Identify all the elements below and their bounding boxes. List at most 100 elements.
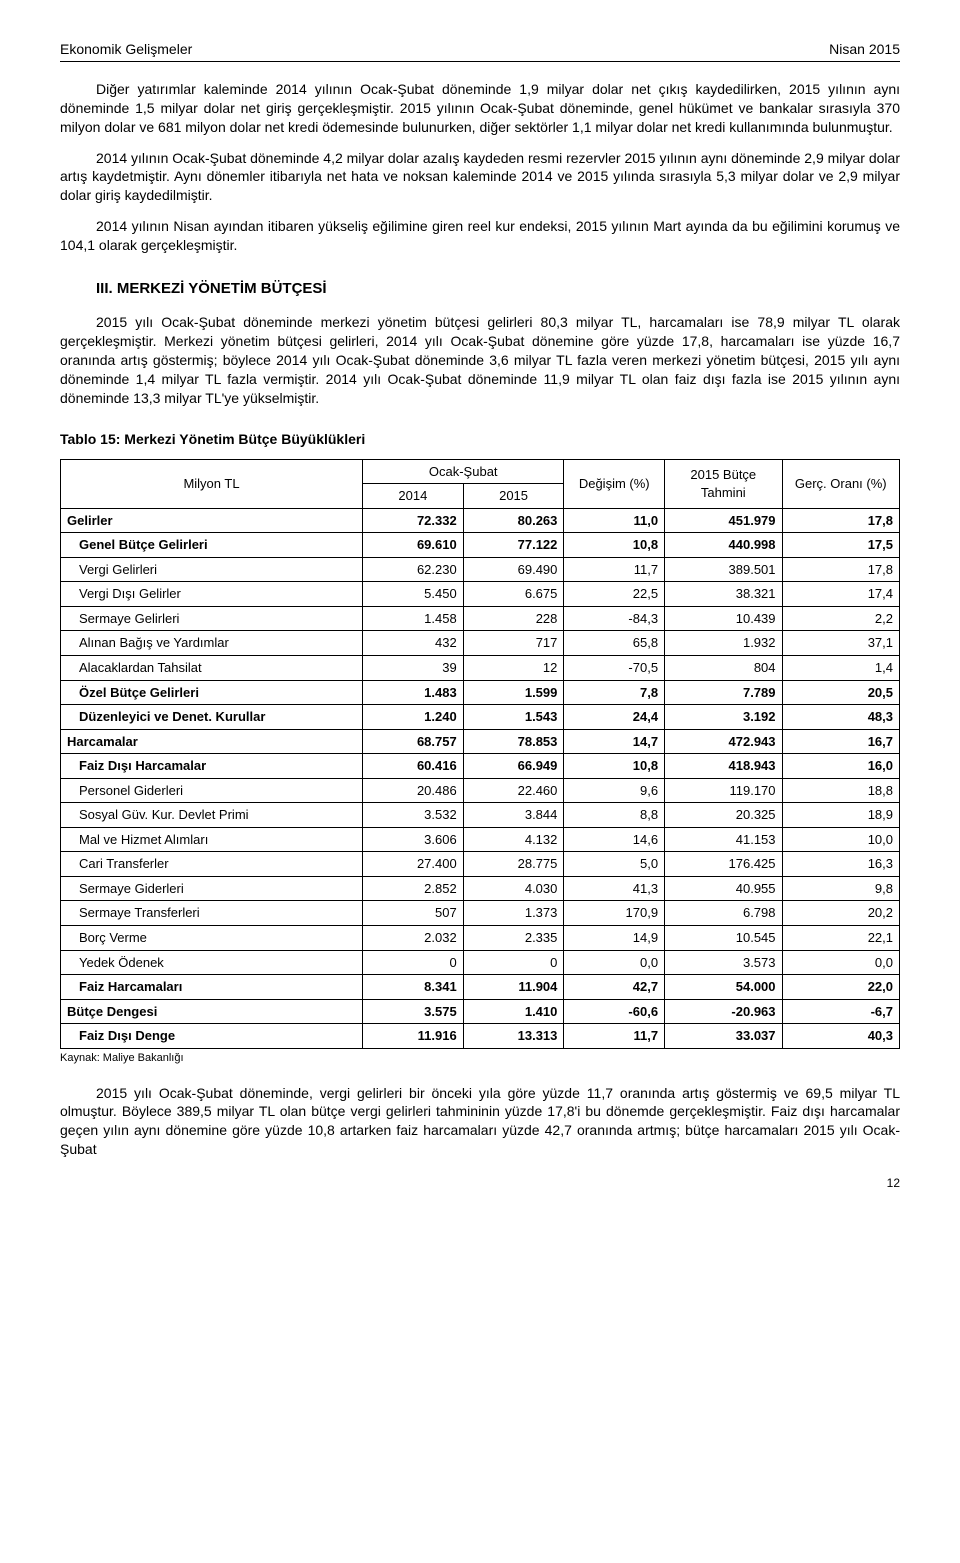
row-value: 3.575	[363, 999, 464, 1024]
table-title: Tablo 15: Merkezi Yönetim Bütçe Büyüklük…	[60, 430, 900, 449]
row-value: 0	[463, 950, 564, 975]
row-value: 14,7	[564, 729, 665, 754]
row-label: Sermaye Gelirleri	[61, 606, 363, 631]
row-value: 2.852	[363, 876, 464, 901]
row-label: Cari Transferler	[61, 852, 363, 877]
row-value: 24,4	[564, 705, 665, 730]
row-label: Faiz Dışı Denge	[61, 1024, 363, 1049]
row-value: 12	[463, 655, 564, 680]
row-value: 0	[363, 950, 464, 975]
row-value: 11.916	[363, 1024, 464, 1049]
row-value: 20,5	[782, 680, 899, 705]
row-value: 27.400	[363, 852, 464, 877]
header-right: Nisan 2015	[829, 40, 900, 59]
row-value: 10.439	[665, 606, 782, 631]
row-value: 2,2	[782, 606, 899, 631]
row-label: Genel Bütçe Gelirleri	[61, 533, 363, 558]
row-value: 22,0	[782, 975, 899, 1000]
row-value: 1.240	[363, 705, 464, 730]
table-row: Bütçe Dengesi3.5751.410-60,6-20.963-6,7	[61, 999, 900, 1024]
row-value: 54.000	[665, 975, 782, 1000]
row-label: Özel Bütçe Gelirleri	[61, 680, 363, 705]
row-value: 6.675	[463, 582, 564, 607]
row-value: 20.486	[363, 778, 464, 803]
row-label: Mal ve Hizmet Alımları	[61, 827, 363, 852]
row-value: 40.955	[665, 876, 782, 901]
table-row: Personel Giderleri20.48622.4609,6119.170…	[61, 778, 900, 803]
row-value: 5,0	[564, 852, 665, 877]
row-label: Alınan Bağış ve Yardımlar	[61, 631, 363, 656]
row-value: 20.325	[665, 803, 782, 828]
table-row: Gelirler72.33280.26311,0451.97917,8	[61, 508, 900, 533]
row-value: 77.122	[463, 533, 564, 558]
row-value: 389.501	[665, 557, 782, 582]
row-value: 1.543	[463, 705, 564, 730]
table-row: Faiz Dışı Harcamalar60.41666.94910,8418.…	[61, 754, 900, 779]
row-value: 7,8	[564, 680, 665, 705]
row-value: -70,5	[564, 655, 665, 680]
table-row: Borç Verme2.0322.33514,910.54522,1	[61, 926, 900, 951]
row-value: 1.458	[363, 606, 464, 631]
table-row: Düzenleyici ve Denet. Kurullar1.2401.543…	[61, 705, 900, 730]
row-value: 80.263	[463, 508, 564, 533]
row-label: Vergi Gelirleri	[61, 557, 363, 582]
row-value: 68.757	[363, 729, 464, 754]
row-value: 451.979	[665, 508, 782, 533]
row-value: 1,4	[782, 655, 899, 680]
row-label: Sermaye Giderleri	[61, 876, 363, 901]
row-value: 176.425	[665, 852, 782, 877]
row-value: 38.321	[665, 582, 782, 607]
row-value: 1.373	[463, 901, 564, 926]
row-value: 16,0	[782, 754, 899, 779]
row-value: 39	[363, 655, 464, 680]
row-value: 6.798	[665, 901, 782, 926]
row-value: 119.170	[665, 778, 782, 803]
row-value: 11.904	[463, 975, 564, 1000]
row-value: 4.030	[463, 876, 564, 901]
table-row: Harcamalar68.75778.85314,7472.94316,7	[61, 729, 900, 754]
table-row: Yedek Ödenek000,03.5730,0	[61, 950, 900, 975]
row-value: 33.037	[665, 1024, 782, 1049]
row-value: 17,8	[782, 508, 899, 533]
paragraph-5: 2015 yılı Ocak-Şubat döneminde, vergi ge…	[60, 1084, 900, 1160]
row-value: 9,8	[782, 876, 899, 901]
row-value: 7.789	[665, 680, 782, 705]
row-value: -84,3	[564, 606, 665, 631]
row-value: 4.132	[463, 827, 564, 852]
row-value: 1.599	[463, 680, 564, 705]
table-source: Kaynak: Maliye Bakanlığı	[60, 1051, 900, 1066]
row-value: 418.943	[665, 754, 782, 779]
row-value: 42,7	[564, 975, 665, 1000]
row-value: 1.410	[463, 999, 564, 1024]
row-value: 78.853	[463, 729, 564, 754]
header-left: Ekonomik Gelişmeler	[60, 40, 192, 59]
row-value: 20,2	[782, 901, 899, 926]
row-value: 0,0	[564, 950, 665, 975]
row-value: 69.490	[463, 557, 564, 582]
row-value: 40,3	[782, 1024, 899, 1049]
table-row: Sermaye Giderleri2.8524.03041,340.9559,8	[61, 876, 900, 901]
paragraph-1: Diğer yatırımlar kaleminde 2014 yılının …	[60, 80, 900, 137]
page-number: 12	[60, 1175, 900, 1191]
th-period: Ocak-Şubat	[363, 459, 564, 484]
table-row: Sermaye Transferleri5071.373170,96.79820…	[61, 901, 900, 926]
row-value: 37,1	[782, 631, 899, 656]
paragraph-4: 2015 yılı Ocak-Şubat döneminde merkezi y…	[60, 313, 900, 407]
row-value: 472.943	[665, 729, 782, 754]
row-value: 10,8	[564, 533, 665, 558]
table-row: Vergi Gelirleri62.23069.49011,7389.50117…	[61, 557, 900, 582]
table-row: Sermaye Gelirleri1.458228-84,310.4392,2	[61, 606, 900, 631]
table-row: Vergi Dışı Gelirler5.4506.67522,538.3211…	[61, 582, 900, 607]
row-value: 1.932	[665, 631, 782, 656]
th-2014: 2014	[363, 484, 464, 509]
row-value: 228	[463, 606, 564, 631]
table-row: Faiz Dışı Denge11.91613.31311,733.03740,…	[61, 1024, 900, 1049]
row-label: Borç Verme	[61, 926, 363, 951]
row-value: 3.573	[665, 950, 782, 975]
table-head: Milyon TL Ocak-Şubat Değişim (%) 2015 Bü…	[61, 459, 900, 508]
row-value: 1.483	[363, 680, 464, 705]
row-value: 2.335	[463, 926, 564, 951]
row-value: 17,4	[782, 582, 899, 607]
row-value: 28.775	[463, 852, 564, 877]
table-row: Özel Bütçe Gelirleri1.4831.5997,87.78920…	[61, 680, 900, 705]
